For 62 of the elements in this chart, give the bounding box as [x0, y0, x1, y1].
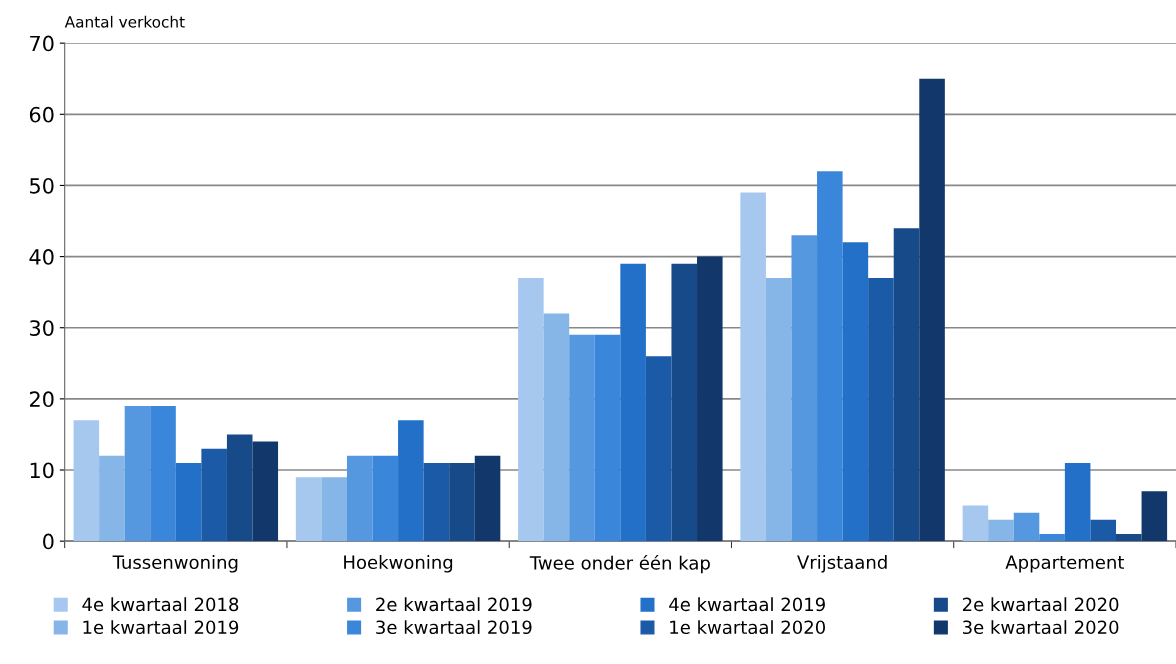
- bar: [124, 405, 151, 542]
- x-tick-label: Appartement: [1005, 555, 1125, 573]
- bar: [988, 519, 1014, 542]
- y-tick-label: 40: [29, 249, 54, 265]
- bar: [1141, 491, 1168, 542]
- bar: [398, 420, 424, 542]
- legend-label: 1e kwartaal 2020: [670, 620, 826, 635]
- bar: [765, 277, 792, 542]
- x-tick-label: Tussenwoning: [112, 555, 238, 573]
- bar: [1064, 462, 1091, 542]
- legend-label: 4e kwartaal 2019: [669, 597, 825, 612]
- y-tick-label: 10: [30, 462, 54, 479]
- bar: [919, 78, 945, 542]
- bar: [842, 242, 869, 542]
- bar: [1013, 512, 1040, 542]
- y-tick-label: 60: [29, 106, 54, 123]
- legend-label: 2e kwartaal 2020: [962, 597, 1119, 612]
- x-tick-label: Vrijstaand: [797, 555, 887, 573]
- bar: [1090, 519, 1116, 542]
- y-tick-label: 50: [30, 177, 54, 194]
- bar: [372, 455, 399, 542]
- legend-label: 4e kwartaal 2018: [82, 597, 239, 612]
- bar: [150, 405, 176, 542]
- bar: [893, 228, 920, 542]
- x-tick-label: Hoekwoning: [344, 555, 453, 573]
- bar: [346, 455, 373, 542]
- bar: [543, 313, 570, 542]
- x-tick-label: Twee onder één kap: [529, 555, 710, 574]
- y-tick-label: 30: [30, 320, 54, 336]
- bar: [295, 477, 322, 542]
- bar: [99, 455, 125, 542]
- bar: [645, 356, 672, 542]
- legend-label: 3e kwartaal 2020: [963, 620, 1119, 635]
- bar: [226, 434, 253, 542]
- bar: [449, 462, 475, 542]
- bar: [201, 448, 227, 542]
- bar: [518, 277, 544, 542]
- bar: [321, 477, 347, 542]
- bar: [962, 505, 989, 542]
- legend-label: 3e kwartaal 2019: [376, 620, 532, 635]
- bar: [791, 235, 818, 542]
- y-axis-title: Aantal verkocht: [64, 15, 185, 28]
- bar: [817, 171, 843, 542]
- bar: [671, 263, 698, 542]
- y-tick-label: 20: [29, 391, 54, 408]
- bar: [73, 420, 100, 542]
- legend-label: 2e kwartaal 2019: [376, 597, 532, 612]
- y-tick-label: 0: [43, 533, 54, 550]
- bar: [175, 462, 202, 542]
- bar: [569, 334, 595, 542]
- bar: [740, 192, 766, 542]
- bar: [474, 455, 501, 542]
- bar: [423, 462, 450, 542]
- bar: [697, 256, 723, 542]
- bar: [1039, 534, 1065, 542]
- bar: [252, 441, 279, 542]
- bar: [594, 334, 621, 542]
- bar: [620, 263, 646, 542]
- legend-label: 1e kwartaal 2019: [83, 620, 239, 635]
- bar: [868, 277, 894, 542]
- y-tick-label: 70: [30, 35, 54, 52]
- bar: [1115, 534, 1142, 542]
